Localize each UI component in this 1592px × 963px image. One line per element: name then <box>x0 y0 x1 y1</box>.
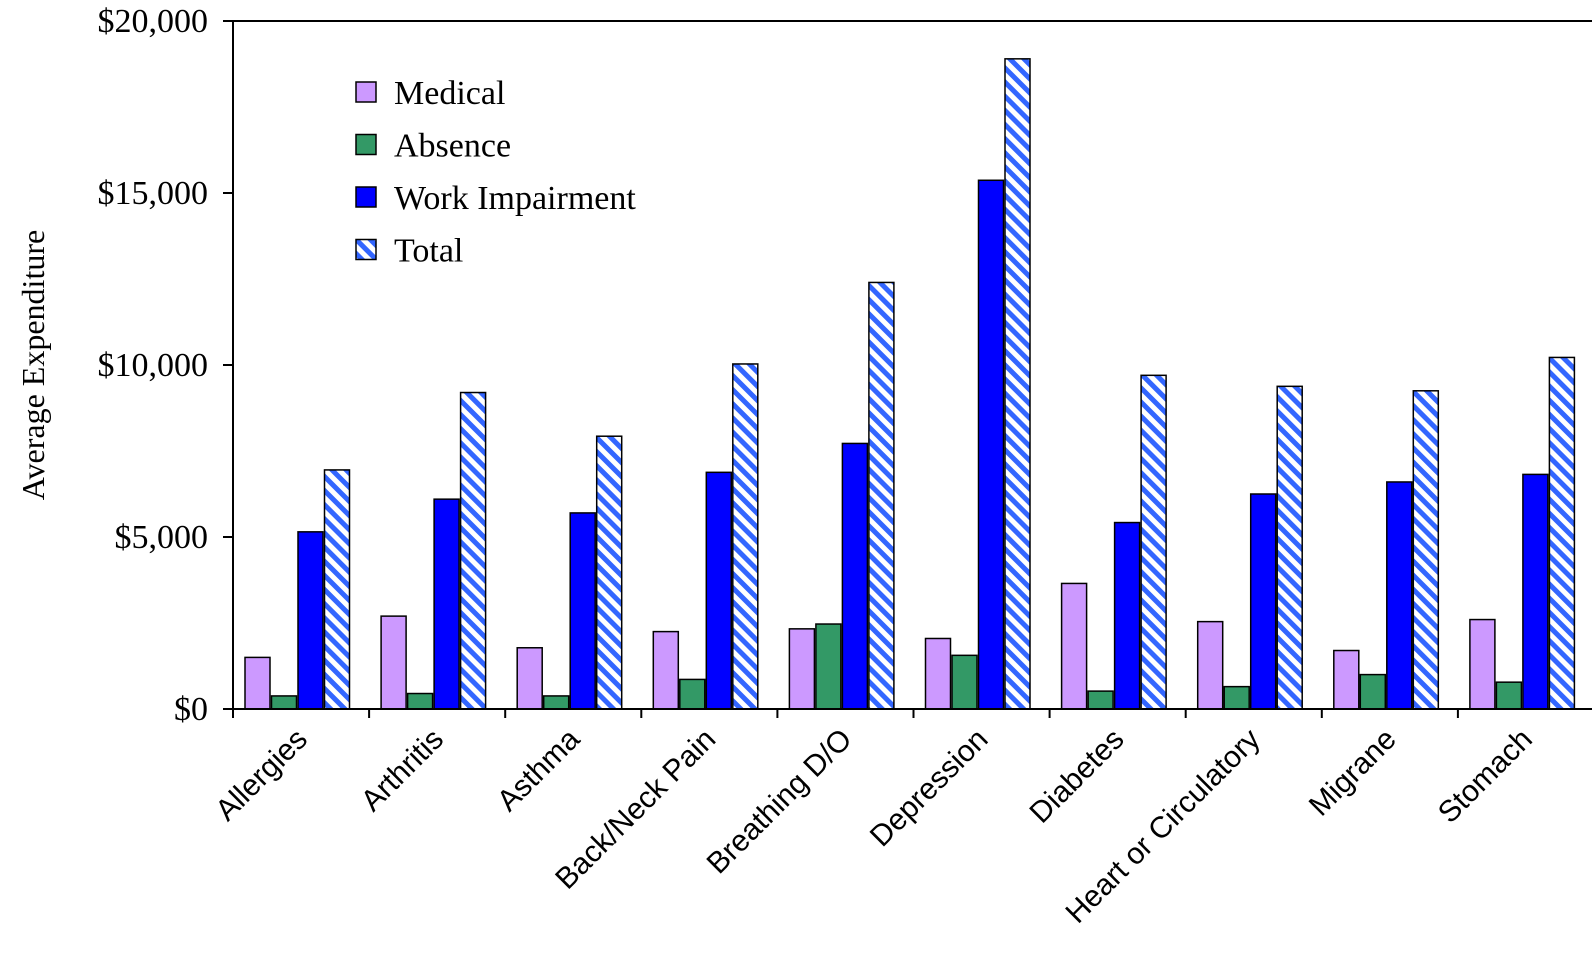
bars-layer <box>244 58 1576 710</box>
legend-label-work-impairment: Work Impairment <box>394 180 636 217</box>
bar-heart-or-circulatory-medical <box>1196 620 1224 710</box>
bar-depression-medical <box>924 637 952 710</box>
bar-breathing-d-o-total <box>868 281 895 710</box>
bar-asthma-work-impairment <box>569 512 596 710</box>
bar-migrane-work-impairment <box>1386 481 1413 710</box>
bar-depression-work-impairment <box>977 179 1005 710</box>
bar-stomach-work-impairment <box>1522 473 1549 710</box>
bar-allergies-medical <box>244 656 271 710</box>
y-tick-label: $20,000 <box>98 3 209 40</box>
bar-diabetes-total <box>1140 374 1167 710</box>
bar-depression-absence <box>951 654 978 710</box>
bar-allergies-absence <box>270 695 298 710</box>
y-tick-label: $5,000 <box>115 519 209 556</box>
bar-migrane-absence <box>1359 673 1387 710</box>
bar-breathing-d-o-absence <box>815 623 842 710</box>
bar-migrane-total <box>1412 390 1440 710</box>
legend-swatch-work-impairment <box>355 186 377 208</box>
x-tick-label-diabetes: Diabetes <box>1024 723 1131 830</box>
bar-heart-or-circulatory-total <box>1276 385 1303 710</box>
bar-allergies-total <box>323 469 351 710</box>
bar-heart-or-circulatory-absence <box>1223 685 1250 710</box>
bar-breathing-d-o-medical <box>788 628 816 710</box>
bar-allergies-work-impairment <box>297 531 324 710</box>
axes-layer <box>223 20 1592 718</box>
bar-diabetes-medical <box>1060 582 1088 710</box>
legend-swatch-medical <box>355 81 377 103</box>
bar-migrane-medical <box>1333 649 1360 710</box>
x-tick-label-stomach: Stomach <box>1432 723 1539 830</box>
x-tick-label-migrane: Migrane <box>1303 723 1403 823</box>
y-axis-label: Average Expenditure <box>15 230 51 500</box>
x-tick-label-arthritis: Arthritis <box>355 723 450 818</box>
x-tick-label-depression: Depression <box>864 723 995 854</box>
bar-arthritis-medical <box>380 615 407 710</box>
legend-label-total: Total <box>394 233 463 270</box>
x-tick-label-asthma: Asthma <box>491 722 586 817</box>
bar-diabetes-absence <box>1087 690 1114 710</box>
bar-arthritis-work-impairment <box>433 498 460 710</box>
y-tick-label: $0 <box>174 691 208 728</box>
x-tick-label-allergies: Allergies <box>209 723 314 828</box>
legend-label-absence: Absence <box>394 128 511 165</box>
legend-label-medical: Medical <box>394 75 505 112</box>
bar-diabetes-work-impairment <box>1113 521 1141 710</box>
bar-stomach-total <box>1548 356 1576 710</box>
bar-back-neck-pain-absence <box>679 678 706 710</box>
bar-arthritis-total <box>459 391 487 710</box>
bar-heart-or-circulatory-work-impairment <box>1249 493 1277 710</box>
legend: Medical Absence Work Impairment Total <box>355 75 636 270</box>
legend-swatch-total <box>355 238 377 261</box>
x-tick-label-breathing-d-o: Breathing D/O <box>701 723 859 881</box>
bar-back-neck-pain-work-impairment <box>705 471 733 710</box>
bar-depression-total <box>1004 58 1031 710</box>
legend-swatch-absence <box>355 133 377 156</box>
y-tick-label: $15,000 <box>98 175 209 212</box>
y-tick-label: $10,000 <box>98 347 209 384</box>
bar-back-neck-pain-medical <box>652 630 680 710</box>
bar-asthma-total <box>595 435 623 710</box>
bar-back-neck-pain-total <box>732 363 759 710</box>
labels-layer: $0 $5,000 $10,000 $15,000 $20,000 Allergies Ar… <box>98 3 1539 930</box>
bar-stomach-medical <box>1469 618 1496 710</box>
bar-asthma-absence <box>542 695 570 710</box>
bar-arthritis-absence <box>406 692 434 710</box>
bar-breathing-d-o-work-impairment <box>841 442 869 710</box>
bar-stomach-absence <box>1495 681 1523 710</box>
bar-asthma-medical <box>516 647 543 710</box>
